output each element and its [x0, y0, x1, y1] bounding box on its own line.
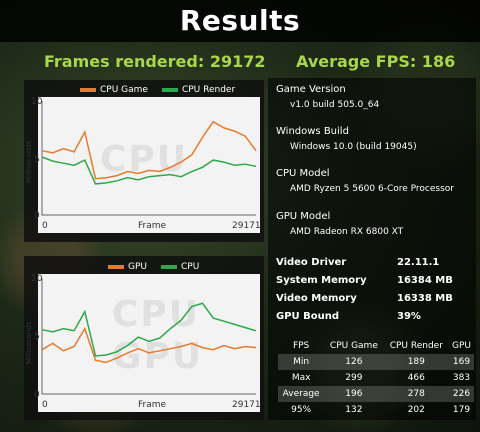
average-fps: Average FPS: 186 [296, 52, 456, 71]
series-line-cpu-game [41, 120, 257, 180]
cpu-ytick-5: 5 [34, 155, 40, 165]
spec-value-system-memory: 16384 MB [397, 275, 453, 286]
game-version-value: v1.0 build 505.0_64 [290, 100, 380, 110]
cpu-chart-plot: CPU 10 5 0 Milliseconds 0 Frame 29171 [25, 97, 261, 233]
series-line-gpu [41, 326, 257, 364]
stats-header-cpu-game: CPU Game [329, 341, 378, 351]
stats-header-gpu: GPU [452, 341, 472, 351]
cpu-watermark: CPU [100, 139, 189, 180]
spec-value-gpu-bound: 39% [397, 311, 421, 322]
legend-swatch-green [161, 87, 178, 92]
windows-build-value: Windows 10.0 (build 19045) [290, 142, 417, 152]
stats-row-min: Min 126 189 169 [278, 354, 474, 370]
stats-row-average: Average 196 278 226 [278, 386, 474, 402]
spec-value-video-driver: 22.11.1 [397, 257, 440, 268]
stats-cell: 196 [324, 386, 384, 402]
title-bar [0, 0, 480, 42]
gpu-xtick-start: 0 [42, 400, 48, 410]
spec-label-gpu-bound: GPU Bound [276, 311, 340, 322]
spec-label-video-memory: Video Memory [276, 293, 357, 304]
stats-cell: 179 [452, 405, 471, 415]
stats-cell: 202 [407, 405, 425, 415]
stats-cell: 226 [449, 386, 474, 402]
cpu-chart-svg [41, 101, 257, 216]
cpu-model-value: AMD Ryzen 5 5600 6-Core Processor [290, 184, 454, 194]
gpu-watermark-cpu: CPU [112, 294, 201, 335]
series-line-cpu [41, 302, 257, 357]
page-title: Results [179, 4, 301, 37]
gpu-model-value: AMD Radeon RX 6800 XT [290, 227, 404, 237]
info-panel [268, 78, 476, 420]
stats-cell: Min [278, 354, 325, 370]
stats-row-max: Max 299 466 383 [278, 370, 474, 386]
cpu-ytick-0: 0 [34, 211, 40, 221]
series-line-cpu-render [41, 156, 257, 185]
cpu-chart-legend: CPU Game CPU Render [80, 85, 235, 95]
legend-item-gpu: GPU [108, 262, 147, 272]
stats-header-row: FPS CPU Game CPU Render GPU [278, 338, 474, 354]
gpu-xlabel: Frame [138, 400, 167, 410]
cpu-xtick-start: 0 [42, 221, 48, 231]
stats-header-cpu-render: CPU Render [389, 341, 443, 351]
gpu-xtick-end: 29171 [232, 400, 261, 410]
stats-cell: 466 [407, 373, 425, 383]
stats-cell: Average [278, 386, 325, 402]
gpu-ytick-10: 10 [31, 274, 43, 284]
cpu-ytick-10: 10 [31, 97, 43, 107]
legend-item-cpu: CPU [161, 262, 199, 272]
stats-cell: 189 [383, 354, 450, 370]
stats-cell: Max [291, 373, 311, 383]
spec-label-system-memory: System Memory [276, 275, 367, 286]
stats-cell: 126 [324, 354, 384, 370]
legend-swatch-orange [80, 87, 96, 92]
chart-axis [41, 101, 256, 216]
frames-rendered: Frames rendered: 29172 [44, 52, 266, 71]
legend-item-cpu-game: CPU Game [80, 85, 148, 95]
legend-swatch-orange [108, 264, 124, 269]
legend-swatch-green [161, 264, 177, 269]
stats-cell: 299 [345, 373, 363, 383]
gpu-watermark-gpu: GPU [112, 336, 204, 377]
gpu-model-label: GPU Model [276, 211, 331, 222]
chart-axis [41, 278, 256, 395]
game-version-label: Game Version [276, 84, 346, 95]
stats-cell: 132 [345, 405, 363, 415]
stats-cell: 169 [449, 354, 474, 370]
gpu-chart-svg [41, 278, 257, 395]
stats-header-fps: FPS [292, 341, 310, 351]
gpu-chart-legend: GPU CPU [108, 262, 199, 272]
gpu-ylabel: Milliseconds [25, 321, 33, 364]
cpu-ylabel: Milliseconds [25, 140, 33, 183]
stats-row-95: 95% 132 202 179 [278, 402, 474, 418]
gpu-ytick-5: 5 [34, 332, 40, 342]
gpu-ytick-0: 0 [34, 390, 40, 400]
stats-cell: 383 [452, 373, 471, 383]
spec-value-video-memory: 16338 MB [397, 293, 453, 304]
fps-stats-table: FPS CPU Game CPU Render GPU Min 126 189 … [278, 338, 474, 418]
cpu-xtick-end: 29171 [232, 221, 261, 231]
cpu-model-label: CPU Model [276, 168, 330, 179]
legend-item-cpu-render: CPU Render [161, 85, 235, 95]
spec-label-video-driver: Video Driver [276, 257, 347, 268]
stats-cell: 95% [291, 405, 312, 415]
gpu-chart-plot: CPU GPU 10 5 0 Milliseconds 0 Frame 2917… [25, 274, 261, 412]
stats-cell: 278 [383, 386, 450, 402]
windows-build-label: Windows Build [276, 126, 349, 137]
cpu-xlabel: Frame [138, 221, 167, 231]
